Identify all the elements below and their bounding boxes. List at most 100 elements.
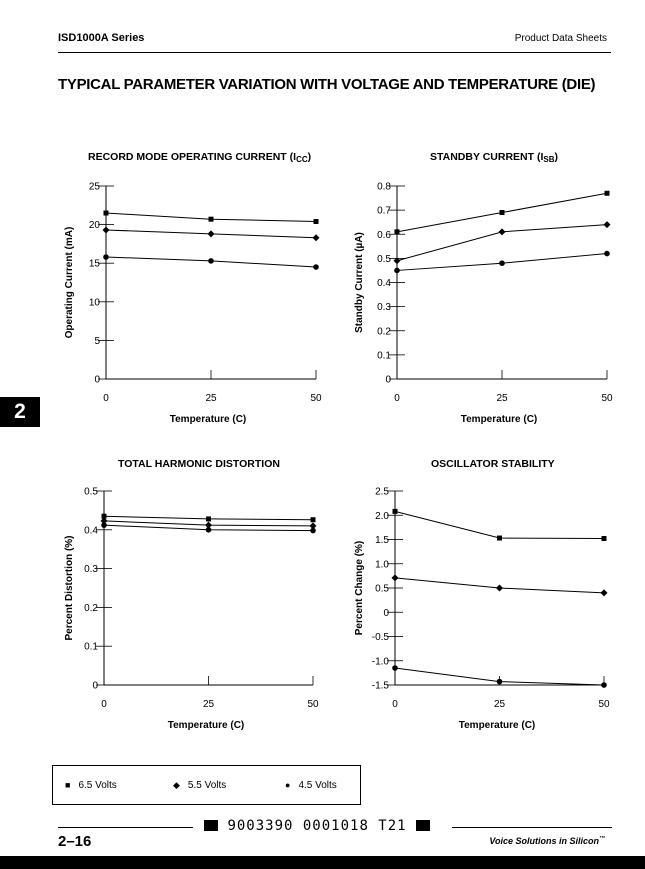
footer-tagline: Voice Solutions in Silicon™ — [489, 836, 605, 846]
chart3-y-tick-label: 0 — [92, 681, 98, 692]
chart3-point-square — [101, 513, 107, 519]
chart-title-oscillator: OSCILLATOR STABILITY — [431, 458, 555, 470]
chart1-y-axis-label: Operating Current (mA) — [64, 227, 75, 339]
chart1-x-tick-label: 25 — [205, 393, 217, 404]
chart4-y-axis-label: Percent Change (%) — [354, 541, 365, 635]
chart2-y-tick-label: 0.8 — [377, 182, 391, 193]
chart1-y-tick-label: 15 — [89, 259, 101, 270]
legend-item-4-5v: ● 4.5 Volts — [285, 780, 337, 791]
chart4-series-line — [394, 510, 605, 540]
chart1-point-diamond — [207, 230, 215, 238]
chart4-x-tick-label: 50 — [598, 699, 610, 710]
chart1-x-tick-label: 50 — [310, 393, 322, 404]
chart3-point-circle — [310, 527, 316, 534]
chart4-point-circle — [496, 678, 503, 685]
chart2-y-tick-label: 0.2 — [377, 326, 391, 337]
footer-rule-left — [58, 827, 193, 828]
chart1-x-axis-label: Temperature (C) — [170, 414, 247, 425]
chart2-point-diamond — [603, 221, 611, 229]
chart4-y-tick-label: 0.5 — [375, 584, 389, 595]
chart3-x-tick-label: 25 — [203, 699, 215, 710]
chart4-y-tick-label: 0 — [383, 608, 389, 619]
chart4-point-diamond — [496, 584, 503, 592]
footer-bar — [0, 856, 645, 869]
chart2-y-axis-label: Standby Current (µA) — [354, 232, 365, 333]
chart4-x-tick-label: 0 — [392, 699, 398, 710]
chart1-point-diamond — [312, 234, 320, 242]
chart1-point-square — [208, 216, 214, 222]
chart1-point-circle — [313, 264, 319, 270]
chart2-point-diamond — [498, 228, 506, 236]
chart4-point-square — [497, 535, 502, 541]
chart2-point-square — [604, 190, 610, 196]
chart2-x-tick-label: 25 — [496, 393, 508, 404]
chart4-y-tick-label: -1.5 — [372, 681, 390, 692]
chart4-y-tick-label: 1.5 — [375, 535, 389, 546]
chart1-y-tick-label: 5 — [94, 336, 100, 347]
square-marker-icon: ■ — [65, 780, 71, 790]
chart4-y-tick-label: 1.0 — [375, 559, 389, 570]
chart3-point-diamond — [100, 517, 108, 525]
chart3-y-axis-label: Percent Distortion (%) — [64, 535, 75, 640]
chart3-point-circle — [101, 522, 107, 528]
chart2-y-tick-label: 0.1 — [377, 350, 391, 361]
block-icon — [204, 820, 218, 831]
chart2-y-tick-label: 0 — [385, 375, 391, 386]
chart3-y-tick-label: 0.3 — [84, 564, 98, 575]
circle-marker-icon: ● — [285, 780, 291, 790]
legend-item-5-5v: ◆ 5.5 Volts — [173, 780, 227, 791]
chart2-point-circle — [604, 250, 610, 257]
chart2-y-tick-label: 0.4 — [377, 278, 391, 289]
chart3-point-square — [310, 517, 316, 523]
chart4-x-tick-label: 25 — [494, 699, 506, 710]
chart2-y-tick-label: 0.7 — [377, 206, 391, 217]
chart4-y-tick-label: 2.5 — [375, 487, 389, 498]
chart2-x-tick-label: 0 — [394, 393, 400, 404]
chart1-point-square — [313, 219, 319, 225]
chart2-point-square — [394, 229, 400, 235]
legend: ■ 6.5 Volts ◆ 5.5 Volts ● 4.5 Volts — [52, 765, 361, 805]
chart4-point-circle — [601, 682, 607, 688]
chart-title-thd: TOTAL HARMONIC DISTORTION — [118, 458, 280, 470]
header-rule — [58, 52, 611, 53]
barcode-code: 9003390 0001018 T21 — [204, 818, 431, 834]
chart-title-operating-current: RECORD MODE OPERATING CURRENT (ICC) — [88, 151, 312, 164]
chart3-y-tick-label: 0.5 — [84, 487, 98, 498]
section-name: Product Data Sheets — [514, 33, 607, 44]
chart4-y-tick-label: -1.0 — [372, 656, 390, 667]
chart3-x-axis-label: Temperature (C) — [168, 720, 245, 731]
chart4-point-diamond — [391, 574, 399, 582]
chart1-y-tick-label: 0 — [94, 375, 100, 386]
page-number: 2–16 — [58, 833, 92, 850]
chart4-point-square — [601, 536, 607, 542]
series-name: ISD1000A Series — [58, 32, 145, 44]
chart1-point-circle — [208, 258, 214, 264]
chart3-point-diamond — [205, 521, 212, 529]
chart2-y-tick-label: 0.5 — [377, 254, 391, 265]
chart2-y-tick-label: 0.3 — [377, 302, 391, 313]
chart2-y-tick-label: 0.6 — [377, 230, 391, 241]
chart1-y-tick-label: 25 — [89, 182, 101, 193]
chart2-point-diamond — [393, 257, 401, 265]
chart2-point-circle — [394, 267, 400, 274]
chart1-point-circle — [103, 254, 109, 260]
block-icon — [416, 820, 431, 831]
chart3-point-diamond — [309, 522, 317, 530]
chart1-y-tick-label: 20 — [89, 220, 101, 231]
chart4-point-circle — [392, 665, 398, 671]
chart1-point-diamond — [102, 226, 110, 234]
diamond-marker-icon: ◆ — [173, 780, 180, 790]
chart3-point-circle — [205, 527, 212, 533]
chart3-x-tick-label: 0 — [101, 699, 107, 710]
chart1-point-square — [103, 210, 109, 216]
chart3-y-tick-label: 0.1 — [84, 642, 98, 653]
chart1-x-tick-label: 0 — [103, 393, 109, 404]
chart3-x-tick-label: 50 — [307, 699, 319, 710]
chart4-point-diamond — [600, 589, 608, 597]
chart4-y-tick-label: 2.0 — [375, 511, 389, 522]
legend-item-6-5v: ■ 6.5 Volts — [65, 780, 117, 791]
chart2-x-axis-label: Temperature (C) — [461, 414, 538, 425]
page-title: TYPICAL PARAMETER VARIATION WITH VOLTAGE… — [58, 76, 596, 93]
chart3-y-tick-label: 0.4 — [84, 525, 98, 536]
